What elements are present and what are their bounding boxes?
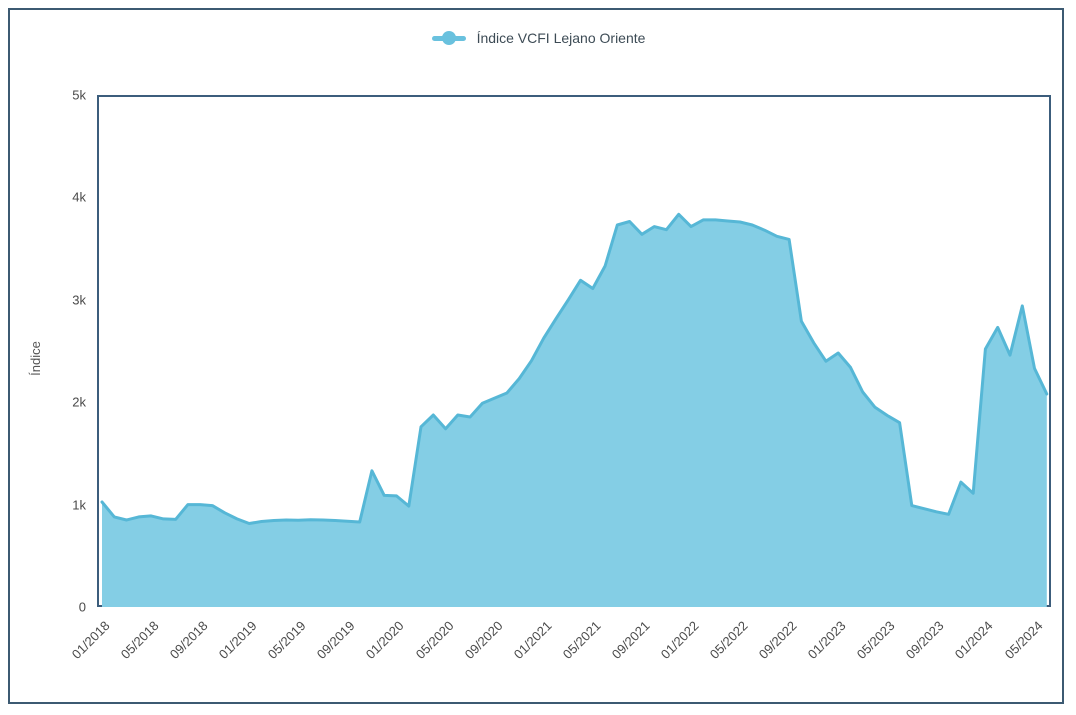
- legend[interactable]: Índice VCFI Lejano Oriente: [0, 30, 1076, 46]
- y-tick-label-0: 0: [78, 599, 86, 615]
- y-axis-title: Índice: [27, 341, 43, 376]
- legend-label: Índice VCFI Lejano Oriente: [476, 30, 646, 46]
- y-tick-label-4k: 4k: [72, 189, 86, 205]
- y-tick-label-1k: 1k: [72, 497, 86, 513]
- series-marker-icon: [431, 30, 467, 46]
- series-marker-glyph: [431, 31, 466, 45]
- series-area-fill[interactable]: [102, 214, 1047, 607]
- series-line[interactable]: [100, 212, 1049, 525]
- y-tick-label-3k: 3k: [72, 292, 86, 308]
- area-series[interactable]: [99, 97, 1049, 607]
- y-tick-label-5k: 5k: [72, 87, 86, 103]
- y-tick-label-2k: 2k: [72, 394, 86, 410]
